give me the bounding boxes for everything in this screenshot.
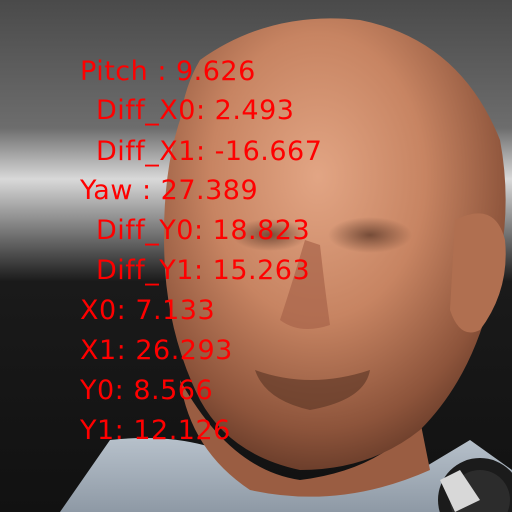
x0-readout: X0: 7.133: [80, 295, 216, 326]
diff-y0-readout: Diff_Y0: 18.823: [96, 215, 311, 246]
diff-y1-readout: Diff_Y1: 15.263: [96, 255, 311, 286]
pitch-readout: Pitch : 9.626: [80, 56, 256, 87]
diff-x1-readout: Diff_X1: -16.667: [96, 136, 323, 167]
y1-readout: Y1: 12.126: [80, 415, 231, 446]
diff-x0-readout: Diff_X0: 2.493: [96, 95, 295, 126]
x1-readout: X1: 26.293: [80, 335, 233, 366]
y0-readout: Y0: 8.566: [80, 375, 214, 406]
yaw-readout: Yaw : 27.389: [80, 175, 259, 206]
